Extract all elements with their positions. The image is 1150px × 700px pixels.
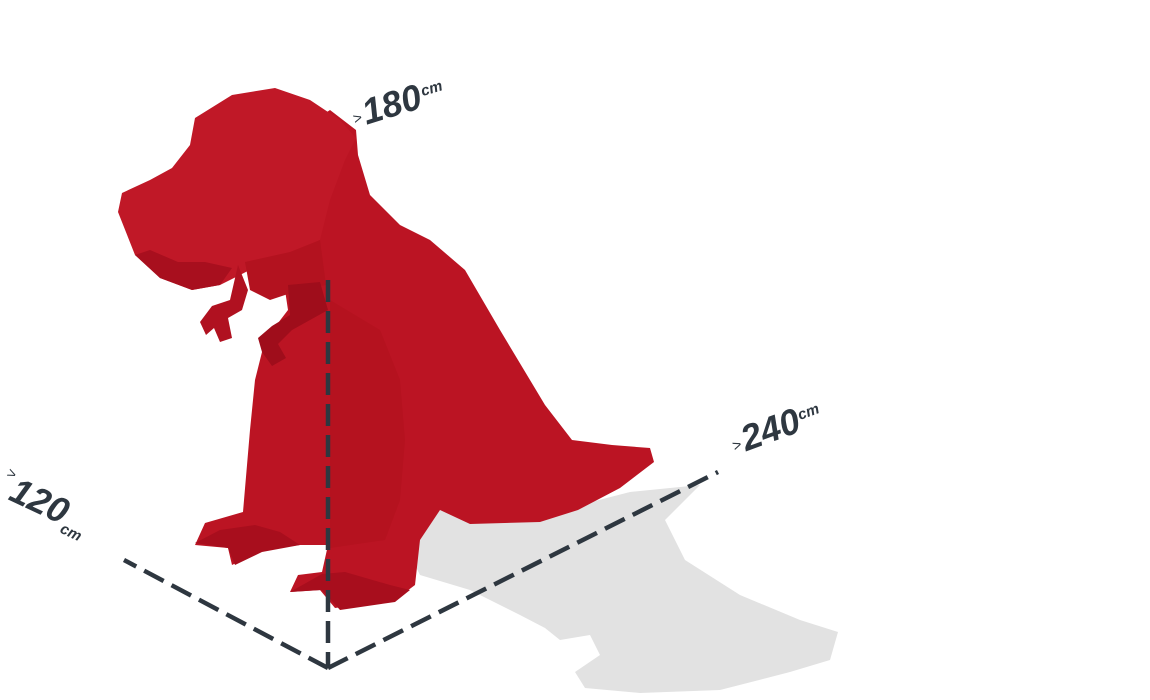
dino-head	[118, 88, 356, 290]
width-label: > 120 cm	[4, 465, 84, 545]
dinosaur-silhouette	[118, 88, 654, 610]
length-unit: cm	[795, 400, 821, 423]
dino-left-arm	[200, 265, 248, 342]
length-label: > 240 cm	[730, 400, 821, 459]
height-value: 180	[357, 76, 426, 133]
dimension-lines	[122, 280, 720, 671]
dino-right-arm	[258, 282, 328, 366]
height-label: > 180 cm	[351, 76, 445, 133]
width-dimension-line	[122, 558, 330, 670]
dino-jaw	[135, 250, 232, 290]
length-dimension-line	[326, 469, 720, 671]
dino-right-foot	[290, 572, 410, 610]
ground-shadow	[405, 485, 838, 693]
dino-thigh	[330, 300, 405, 548]
height-unit: cm	[419, 77, 445, 100]
dino-left-foot	[195, 525, 300, 565]
